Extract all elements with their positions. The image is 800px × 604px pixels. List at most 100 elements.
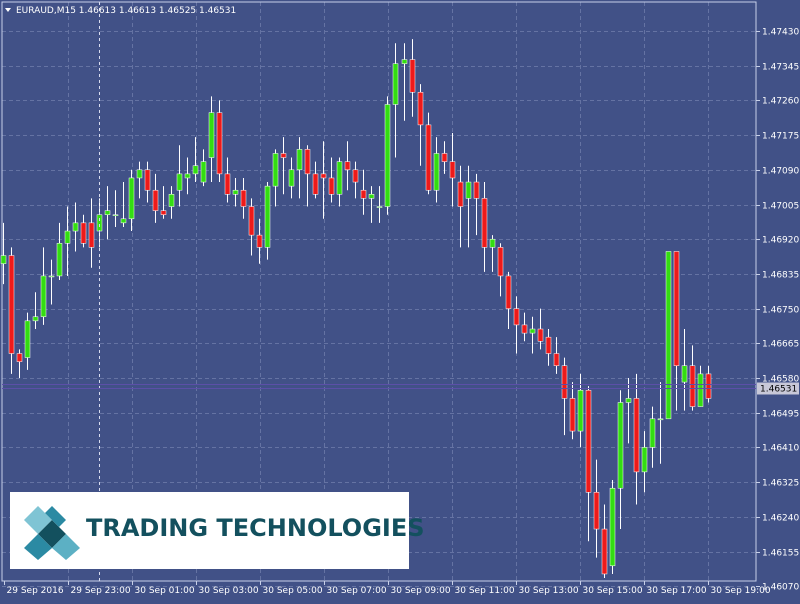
candle-body-bullish xyxy=(336,161,343,195)
candle-body-bullish xyxy=(665,251,672,420)
candle-body-bullish xyxy=(288,169,295,187)
candle-body-bullish xyxy=(208,112,215,158)
candle xyxy=(561,357,568,436)
candle-body-bullish xyxy=(200,161,207,183)
dropdown-triangle-icon[interactable] xyxy=(5,8,11,12)
candle xyxy=(384,96,391,215)
y-tick-label: 1.47005 xyxy=(762,202,799,212)
candle-body-bullish xyxy=(617,402,624,489)
candle xyxy=(192,137,199,183)
candle-body-bullish xyxy=(32,316,39,322)
candle-body-bearish xyxy=(160,210,167,215)
candle xyxy=(401,43,408,121)
candle-body-bullish xyxy=(489,238,496,248)
x-tick-label: 30 Sep 01:00 xyxy=(135,586,195,596)
y-tick-label: 1.47175 xyxy=(762,132,799,142)
trading-technologies-logo-icon xyxy=(24,506,80,560)
candle xyxy=(144,161,151,203)
candle xyxy=(56,222,63,281)
candle xyxy=(417,84,424,166)
candle xyxy=(120,182,127,227)
candle xyxy=(697,365,704,407)
candle xyxy=(617,390,624,530)
candle xyxy=(537,308,544,350)
candle xyxy=(112,190,119,227)
candle-body-bearish xyxy=(569,398,576,432)
candle xyxy=(128,169,135,232)
candle xyxy=(360,169,367,215)
candle xyxy=(304,145,311,207)
candle xyxy=(72,202,79,252)
candle-body-bearish xyxy=(248,206,255,236)
candle-body-bullish xyxy=(433,153,440,191)
candle-body-bearish xyxy=(312,173,319,195)
candle-body-bullish xyxy=(232,189,239,195)
candle xyxy=(312,161,319,199)
candle xyxy=(344,141,351,191)
candle xyxy=(425,112,432,195)
y-tick-label: 1.47345 xyxy=(762,63,799,73)
plot-frame xyxy=(1,1,757,582)
y-tick-label: 1.47090 xyxy=(762,167,799,177)
candle-body-bearish xyxy=(425,124,432,191)
current-price-label: 1.46531 xyxy=(760,385,797,395)
candle-body-bullish xyxy=(681,365,688,383)
y-tick-label: 1.46155 xyxy=(762,549,799,559)
candle xyxy=(521,312,528,342)
candle xyxy=(32,292,39,330)
candle xyxy=(256,218,263,264)
candle-body-bullish xyxy=(64,230,71,244)
candle xyxy=(168,186,175,219)
candle xyxy=(481,182,488,272)
candle xyxy=(657,382,664,464)
candle xyxy=(489,235,496,272)
candle-body-bullish xyxy=(24,320,31,358)
current-price-tag xyxy=(757,382,799,395)
candle-body-bearish xyxy=(360,189,367,199)
candle xyxy=(465,165,472,248)
candle-body-bearish xyxy=(481,198,488,248)
candle-body-bearish xyxy=(473,181,480,199)
candle-body-bearish xyxy=(585,389,592,493)
candle xyxy=(136,161,143,199)
candle xyxy=(641,431,648,493)
y-tick-label: 1.46580 xyxy=(762,375,799,385)
candle-body-bullish xyxy=(657,418,664,421)
y-tick-label: 1.46325 xyxy=(762,479,799,489)
candle xyxy=(48,259,55,305)
candle xyxy=(200,149,207,187)
candle xyxy=(593,459,600,558)
candle xyxy=(208,96,215,183)
y-tick-label: 1.46750 xyxy=(762,306,799,316)
y-tick-label: 1.46920 xyxy=(762,236,799,246)
candle-body-bearish xyxy=(449,161,456,179)
candle-body-bullish xyxy=(72,222,79,232)
candle-body-bullish xyxy=(641,447,648,473)
candle xyxy=(184,157,191,195)
candle xyxy=(288,157,295,199)
candle-body-bullish xyxy=(649,418,656,448)
candle-body-bullish xyxy=(384,104,391,207)
candle-body-bearish xyxy=(497,247,504,277)
candle xyxy=(681,329,688,411)
candle-body-bearish xyxy=(593,492,600,530)
candle-body-bearish xyxy=(441,153,448,162)
candle-body-bullish xyxy=(465,181,472,199)
candle xyxy=(16,349,23,378)
x-tick-label: 30 Sep 07:00 xyxy=(327,586,387,596)
candle-body-bearish xyxy=(224,173,231,195)
candle-body-bearish xyxy=(16,353,23,362)
candle xyxy=(264,182,271,260)
x-tick-label: 30 Sep 15:00 xyxy=(583,586,643,596)
overlays: 1.46531 xyxy=(2,2,799,581)
candle-body-bullish xyxy=(48,275,55,278)
candle xyxy=(689,345,696,411)
candle xyxy=(336,157,343,207)
candle-body-bullish xyxy=(96,214,103,232)
candle xyxy=(433,137,440,203)
candle xyxy=(0,222,7,285)
candle-body-bearish xyxy=(320,173,327,179)
candle-body-bullish xyxy=(120,218,127,224)
